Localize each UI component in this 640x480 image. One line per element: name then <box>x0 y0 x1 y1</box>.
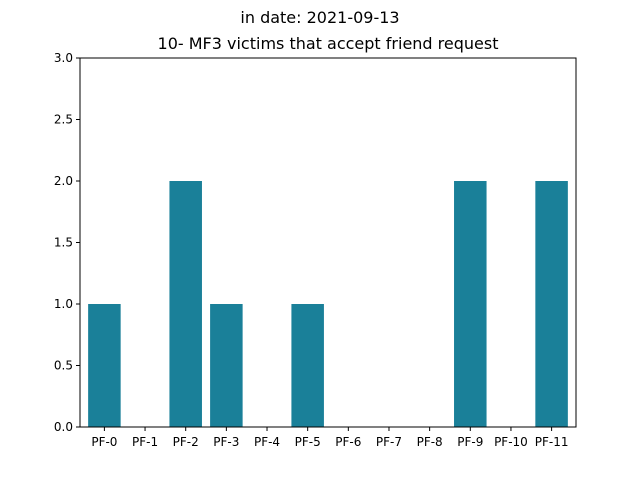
y-tick-label: 2.0 <box>54 174 73 188</box>
bar-pf-0 <box>88 304 121 427</box>
y-tick-label: 2.5 <box>54 113 73 127</box>
x-tick-label: PF-3 <box>213 435 239 449</box>
chart-title: 10- MF3 victims that accept friend reque… <box>158 34 499 53</box>
bar-pf-2 <box>169 181 202 427</box>
bar-pf-11 <box>535 181 568 427</box>
x-tick-label: PF-7 <box>376 435 402 449</box>
x-tick-label: PF-2 <box>173 435 199 449</box>
chart-suptitle: in date: 2021-09-13 <box>240 8 399 27</box>
bar-pf-3 <box>210 304 243 427</box>
x-tick-label: PF-5 <box>295 435 321 449</box>
y-tick-label: 1.5 <box>54 236 73 250</box>
plot-area: 0.0 0.5 1.0 1.5 2.0 2.5 3.0 PF-0 PF-1 PF-2 PF-3 PF-… <box>54 51 577 449</box>
bar-pf-9 <box>454 181 487 427</box>
x-tick-label: PF-8 <box>417 435 443 449</box>
x-tick-label: PF-6 <box>335 435 361 449</box>
y-tick-label: 0.5 <box>54 359 73 373</box>
x-tick-label: PF-0 <box>91 435 117 449</box>
bar-pf-5 <box>291 304 324 427</box>
x-tick-label: PF-10 <box>494 435 528 449</box>
y-tick-label: 1.0 <box>54 297 73 311</box>
x-tick-label: PF-9 <box>457 435 483 449</box>
x-tick-label: PF-1 <box>132 435 158 449</box>
y-tick-label: 3.0 <box>54 51 73 65</box>
plot-frame <box>79 57 577 428</box>
x-tick-label: PF-11 <box>535 435 569 449</box>
x-tick-label: PF-4 <box>254 435 280 449</box>
y-tick-label: 0.0 <box>54 420 73 434</box>
